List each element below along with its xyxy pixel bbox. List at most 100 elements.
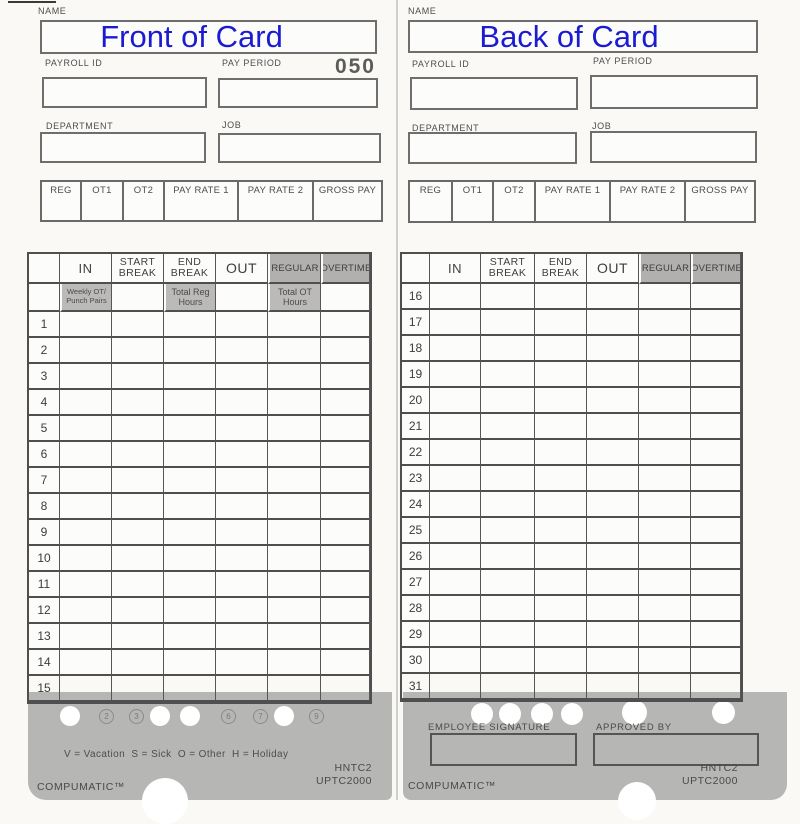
time-cell <box>587 284 639 310</box>
time-cell <box>430 414 481 440</box>
summary-col-reg: REG <box>42 182 82 220</box>
back-time-table: IN START BREAK END BREAK OUT REGULAR OVE… <box>400 252 743 702</box>
time-cell <box>639 310 691 336</box>
punch-hole <box>274 706 294 726</box>
time-cell <box>216 676 268 702</box>
time-cell <box>639 596 691 622</box>
punch-position: 2 <box>99 709 114 724</box>
front-model-line2: UPTC2000 <box>316 775 372 787</box>
time-cell <box>216 650 268 676</box>
punch-ring: 9 <box>309 709 324 724</box>
row-number: 8 <box>29 494 60 520</box>
time-cell <box>321 390 370 416</box>
front-time-table: IN START BREAK END BREAK OUT REGULAR OVE… <box>27 252 372 704</box>
time-cell <box>268 468 321 494</box>
row-number: 3 <box>29 364 60 390</box>
time-cell <box>60 494 112 520</box>
punch-position-punched <box>274 706 294 726</box>
time-cell <box>430 336 481 362</box>
row-number: 21 <box>402 414 430 440</box>
row-number: 2 <box>29 338 60 364</box>
time-cell <box>430 492 481 518</box>
time-cell <box>535 440 587 466</box>
time-cell <box>321 494 370 520</box>
row-number: 24 <box>402 492 430 518</box>
time-cell <box>430 284 481 310</box>
row-number: 26 <box>402 544 430 570</box>
summary-col-reg: REG <box>410 182 453 221</box>
time-cell <box>60 624 112 650</box>
punch-hole <box>180 706 200 726</box>
time-cell <box>164 598 216 624</box>
time-cell <box>481 544 535 570</box>
time-cell <box>112 338 164 364</box>
time-cell <box>430 622 481 648</box>
time-cell <box>481 310 535 336</box>
front-card-number: 050 <box>334 55 376 78</box>
back-payroll-id-label: PAYROLL ID <box>412 59 470 69</box>
row-number: 12 <box>29 598 60 624</box>
time-cell <box>216 520 268 546</box>
time-cell <box>691 414 741 440</box>
back-job-field <box>590 131 757 163</box>
time-cell <box>691 518 741 544</box>
time-cell <box>535 466 587 492</box>
time-cell <box>164 338 216 364</box>
time-cell <box>112 676 164 702</box>
time-cell <box>164 364 216 390</box>
punch-hole <box>531 703 553 725</box>
subheader-weekly-ot: Weekly OT/ Punch Pairs <box>60 284 112 312</box>
time-cell <box>430 544 481 570</box>
row-number: 19 <box>402 362 430 388</box>
time-cell <box>535 492 587 518</box>
time-cell <box>60 598 112 624</box>
time-cell <box>164 676 216 702</box>
punch-position-punched <box>180 706 200 726</box>
back-department-field <box>408 132 577 164</box>
back-model-codes: HNTC2 UPTC2000 <box>650 762 738 788</box>
row-number: 16 <box>402 284 430 310</box>
row-number: 31 <box>402 674 430 700</box>
time-cell <box>430 440 481 466</box>
time-cell <box>639 284 691 310</box>
header-regular: REGULAR <box>639 254 691 284</box>
front-bottom-notch <box>142 778 188 824</box>
punch-position: 9 <box>309 709 324 724</box>
time-cell <box>60 468 112 494</box>
time-cell <box>691 544 741 570</box>
time-cell <box>535 310 587 336</box>
time-cell <box>639 570 691 596</box>
time-cell <box>164 624 216 650</box>
time-cell <box>430 518 481 544</box>
time-cell <box>481 622 535 648</box>
front-pay-period-label: PAY PERIOD <box>222 58 282 68</box>
time-cell <box>639 518 691 544</box>
time-cell <box>268 598 321 624</box>
time-cell <box>164 442 216 468</box>
time-cell <box>112 520 164 546</box>
punch-hole <box>712 701 735 724</box>
subheader-blank <box>216 284 268 312</box>
time-cell <box>587 648 639 674</box>
time-cell <box>321 546 370 572</box>
punch-position: 3 <box>129 709 144 724</box>
time-cell <box>535 674 587 700</box>
time-cell <box>691 570 741 596</box>
time-cell <box>216 312 268 338</box>
time-cell <box>268 650 321 676</box>
time-cell <box>587 362 639 388</box>
front-payroll-id-field <box>42 77 207 108</box>
time-cell <box>60 546 112 572</box>
time-cell <box>587 388 639 414</box>
time-cell <box>268 572 321 598</box>
time-cell <box>216 572 268 598</box>
time-cell <box>691 648 741 674</box>
front-brand: COMPUMATIC™ <box>37 781 126 793</box>
front-model-codes: HNTC2 UPTC2000 <box>290 762 372 788</box>
front-name-label: NAME <box>38 6 67 16</box>
row-number: 23 <box>402 466 430 492</box>
punch-ring: 2 <box>99 709 114 724</box>
time-cell <box>268 624 321 650</box>
back-model-line2: UPTC2000 <box>682 775 738 787</box>
time-cell <box>691 388 741 414</box>
